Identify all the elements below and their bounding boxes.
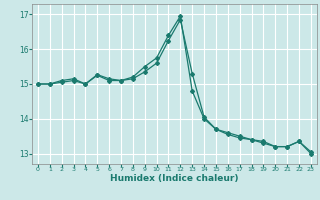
X-axis label: Humidex (Indice chaleur): Humidex (Indice chaleur) <box>110 174 239 183</box>
